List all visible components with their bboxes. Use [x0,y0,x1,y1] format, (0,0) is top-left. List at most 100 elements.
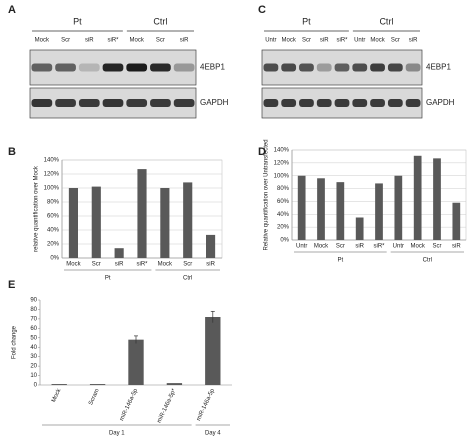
bar [166,383,183,385]
blot-band [387,63,403,72]
blot-band [370,99,385,107]
lane-label: Untr [265,38,276,44]
lane-label: Scr [156,38,165,44]
x-tick-label: siR [452,244,461,250]
lane-label: Mock [35,38,50,44]
blot-band [102,99,124,107]
blot-band [126,99,148,107]
blot-band [150,99,171,107]
y-tick-label: 30 [30,354,37,360]
y-tick-label: 0% [50,256,59,262]
panel-letter: A [8,4,16,16]
x-tick-label: Untr [393,244,404,250]
group-label: Pt [337,258,343,264]
bar [413,155,422,240]
lane-label: Mock [281,38,296,44]
y-tick-label: 120% [44,172,60,178]
lane-label: Scr [302,38,311,44]
blot-band [31,63,53,72]
x-tick-label: Untr [296,244,307,250]
x-tick-label: Mock [410,244,425,250]
x-tick-label: siR [115,262,124,268]
panel-letter: C [258,4,266,16]
bar [114,248,124,258]
blot-band [173,63,195,72]
lane-label: Scr [391,38,400,44]
bar [205,317,221,385]
bar [375,183,383,240]
lane-label: siR [85,38,94,44]
x-tick-label: miR-146a-5p* [157,387,178,424]
bar [183,182,193,258]
panel-letter: B [8,146,16,158]
group-label: Pt [105,276,111,282]
bar [160,188,170,258]
y-tick-label: 60% [47,214,60,220]
y-tick-label: 20 [30,364,37,370]
bar [206,234,216,258]
y-tick-label: 60 [30,326,37,332]
blot-band [334,63,350,72]
blot-band [405,99,421,107]
panel-letter: D [258,146,266,158]
y-tick-label: 100% [274,173,290,179]
group-label: Day 4 [205,431,221,437]
blot-band [281,99,297,107]
lane-label: siR [180,38,189,44]
group-label: Ctrl [153,16,167,26]
y-axis-label: Relative quantification over Untransfect… [264,139,270,250]
group-label: Ctrl [423,258,432,264]
blot-band [299,63,314,72]
blot-band [55,63,76,72]
blot-band [387,99,403,107]
lane-label: Mock [370,38,385,44]
y-tick-label: 100% [44,186,60,192]
lane-label: siR [409,38,418,44]
x-tick-label: Mock [158,262,173,268]
bar [297,175,306,240]
y-tick-label: 80% [47,200,60,206]
x-tick-label: Scr [183,262,192,268]
blot-band [55,99,76,107]
x-tick-label: siR [355,244,364,250]
y-tick-label: 10 [30,373,37,379]
lane-label: siR* [336,38,348,44]
x-tick-label: miR-146a-5p [196,387,216,422]
blot-band [370,63,385,72]
bar [433,158,441,240]
bar [137,169,147,258]
y-axis-label: relative quantification over Mock [34,165,40,252]
blot-band [263,63,279,72]
bar [89,384,106,385]
panel-letter: E [8,279,15,291]
y-tick-label: 60% [277,199,290,205]
blot-band [352,63,368,72]
group-label: Pt [302,16,311,26]
bar [68,188,78,258]
blot-band [102,63,124,72]
blot-band [78,63,100,72]
y-tick-label: 140% [44,158,60,164]
lane-label: siR [320,38,329,44]
bar [91,186,101,258]
bar [336,182,345,240]
y-tick-label: 0% [280,238,289,244]
blot-band [126,63,148,72]
protein-label: 4EBP1 [200,63,225,72]
y-tick-label: 0 [34,383,38,389]
x-tick-label: Scram [88,388,101,406]
x-tick-label: Mock [51,387,63,403]
blot-band [334,99,350,107]
group-label: Ctrl [379,16,393,26]
blot-band [263,99,279,107]
blot-band [316,99,332,107]
y-tick-label: 20% [277,225,290,231]
bar [394,175,403,240]
y-tick-label: 40% [277,212,290,218]
protein-label: 4EBP1 [426,63,451,72]
lane-label: Untr [354,38,365,44]
x-tick-label: siR [206,262,215,268]
lane-label: Mock [130,38,145,44]
blot-band [299,99,314,107]
